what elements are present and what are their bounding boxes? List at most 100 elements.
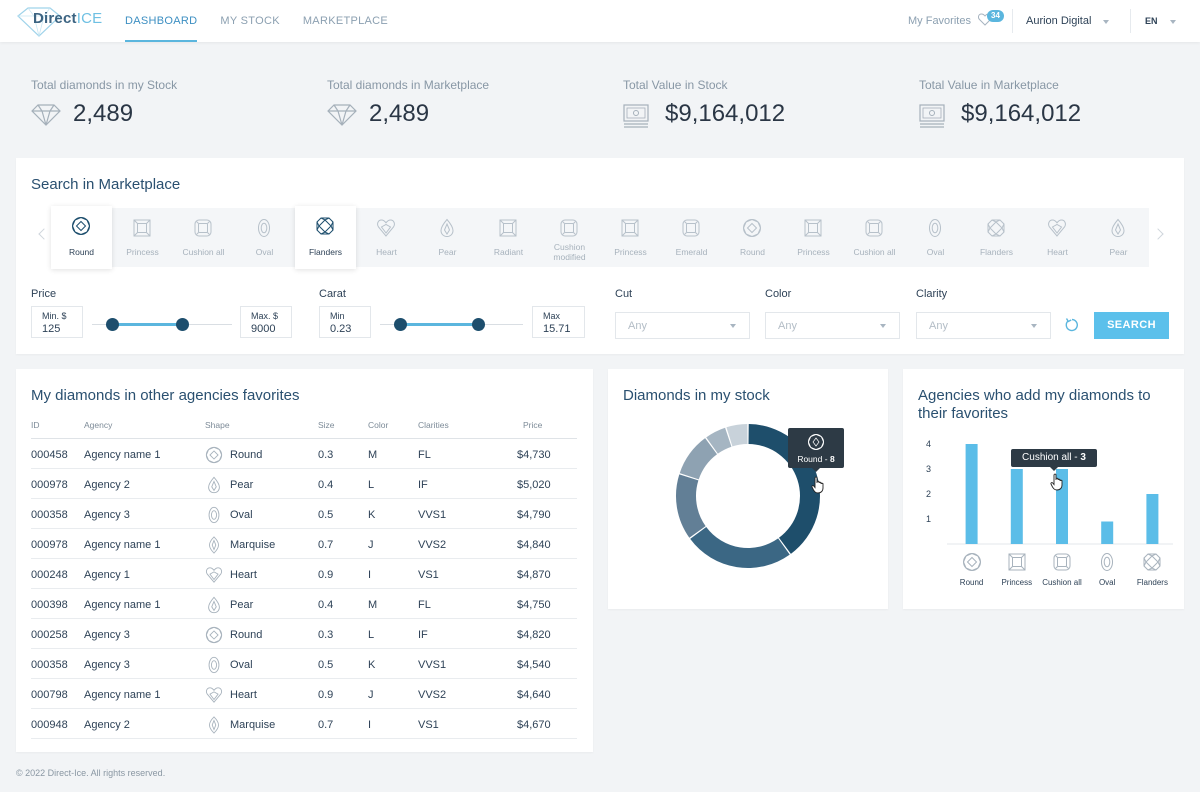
table-row[interactable]: 000798 Agency name 1 Heart 0.9 J VVS2 $4,640: [31, 679, 577, 709]
reset-icon[interactable]: [1064, 317, 1080, 333]
cell-agency: Agency name 1: [84, 689, 161, 701]
agencies-chart-title: Agencies who add my diamonds to their fa…: [918, 387, 1151, 423]
diamond-icon: [31, 104, 61, 126]
tooltip-pointer: [812, 468, 820, 472]
shape-option-cushion-all[interactable]: Cushion all: [844, 208, 905, 267]
shape-option-round[interactable]: Round: [722, 208, 783, 267]
carat-max-caption: Max: [543, 311, 561, 321]
shape-option-cushion-modified[interactable]: Cushion modified: [539, 208, 600, 267]
shape-option-label: Flanders: [979, 247, 1014, 257]
table-row[interactable]: 000358 Agency 3 Oval 0.5 K VVS1 $4,540: [31, 649, 577, 679]
bar[interactable]: [1146, 494, 1159, 544]
carat-slider-min-handle[interactable]: [394, 318, 407, 331]
shape-option-oval[interactable]: Oval: [234, 208, 295, 267]
account-selector[interactable]: Aurion Digital: [1026, 15, 1092, 27]
shape-option-heart[interactable]: Heart: [356, 208, 417, 267]
nav-dashboard[interactable]: DASHBOARD: [125, 0, 198, 42]
price-max-input[interactable]: Max. $ 9000: [240, 306, 292, 338]
table-row[interactable]: 000398 Agency name 1 Pear 0.4 M FL $4,750: [31, 589, 577, 619]
cell-size: 0.5: [318, 509, 334, 521]
search-button[interactable]: SEARCH: [1094, 312, 1169, 339]
col-clarities[interactable]: Clarities: [418, 420, 449, 430]
col-color[interactable]: Color: [368, 420, 389, 430]
cut-select[interactable]: Any: [615, 312, 750, 339]
chevron-down-icon[interactable]: [1103, 20, 1109, 24]
shape-option-flanders[interactable]: Flanders: [966, 208, 1027, 267]
cell-size: 0.7: [318, 719, 334, 731]
price-slider-min-handle[interactable]: [106, 318, 119, 331]
carat-max-input[interactable]: Max 15.71: [532, 306, 585, 338]
cell-agency: Agency name 1: [84, 599, 161, 611]
col-id[interactable]: ID: [31, 420, 40, 430]
price-min-value: 125: [42, 323, 61, 335]
price-min-input[interactable]: Min. $ 125: [31, 306, 83, 338]
table-row[interactable]: 000258 Agency 3 Round 0.3 L IF $4,820: [31, 619, 577, 649]
price-max-value: 9000: [251, 323, 276, 335]
shape-option-round[interactable]: Round: [51, 206, 112, 269]
nav-my-stock[interactable]: MY STOCK: [220, 15, 280, 27]
col-price[interactable]: Price: [523, 420, 543, 430]
cell-agency: Agency name 1: [84, 539, 161, 551]
carat-max-value: 15.71: [543, 323, 571, 335]
favorites-count-badge: 34: [987, 10, 1004, 22]
table-header-divider: [31, 438, 577, 439]
shapes-prev-arrow[interactable]: [38, 228, 50, 240]
bar[interactable]: [1101, 521, 1114, 545]
princess-shape-icon: [133, 219, 151, 237]
col-shape[interactable]: Shape: [205, 420, 230, 430]
shape-option-heart[interactable]: Heart: [1027, 208, 1088, 267]
cell-size: 0.3: [318, 629, 334, 641]
donut-slice[interactable]: [690, 526, 790, 568]
shape-option-princess[interactable]: Princess: [600, 208, 661, 267]
chevron-down-icon[interactable]: [1170, 20, 1176, 24]
donut-tooltip: Round - 8: [788, 428, 844, 472]
table-row[interactable]: 000978 Agency name 1 Marquise 0.7 J VVS2 $4,84…: [31, 529, 577, 559]
shape-option-label: Heart: [376, 247, 397, 257]
table-row[interactable]: 000248 Agency 1 Heart 0.9 I VS1 $4,870: [31, 559, 577, 589]
donut-slice[interactable]: [676, 474, 706, 538]
y-tick-label: 2: [926, 489, 932, 499]
donut-slice[interactable]: [679, 438, 718, 480]
x-tick-label: Round: [959, 578, 984, 587]
nav-marketplace[interactable]: MARKETPLACE: [302, 15, 389, 27]
carat-min-input[interactable]: Min 0.23: [319, 306, 371, 338]
search-panel: Search in Marketplace Round Princess Cushi…: [16, 158, 1184, 354]
cell-id: 000978: [31, 479, 68, 491]
logo[interactable]: DirectICE: [16, 4, 106, 38]
donut-slice[interactable]: [726, 424, 748, 447]
shape-option-radiant[interactable]: Radiant: [478, 208, 539, 267]
cell-color: J: [368, 539, 374, 551]
color-select[interactable]: Any: [765, 312, 900, 339]
col-agency[interactable]: Agency: [84, 420, 113, 430]
shape-option-flanders[interactable]: Flanders: [295, 206, 356, 269]
x-category-icon: [1007, 552, 1027, 577]
shape-option-princess[interactable]: Princess: [783, 208, 844, 267]
clarity-select[interactable]: Any: [916, 312, 1051, 339]
diamond-icon: [327, 104, 357, 126]
cell-id: 000248: [31, 569, 68, 581]
donut-slice[interactable]: [706, 427, 732, 454]
cell-price: $4,750: [517, 599, 551, 611]
shape-option-cushion-all[interactable]: Cushion all: [173, 208, 234, 267]
shape-option-emerald[interactable]: Emerald: [661, 208, 722, 267]
shapes-next-arrow[interactable]: [1152, 228, 1164, 240]
shape-option-oval[interactable]: Oval: [905, 208, 966, 267]
price-slider-max-handle[interactable]: [176, 318, 189, 331]
table-row[interactable]: 000358 Agency 3 Oval 0.5 K VVS1 $4,790: [31, 499, 577, 529]
carat-slider-max-handle[interactable]: [472, 318, 485, 331]
bar[interactable]: [1010, 469, 1023, 544]
table-row[interactable]: 000458 Agency name 1 Round 0.3 M FL $4,730: [31, 439, 577, 469]
bar[interactable]: [965, 444, 978, 544]
col-size[interactable]: Size: [318, 420, 335, 430]
table-row[interactable]: 000978 Agency 2 Pear 0.4 L IF $5,020: [31, 469, 577, 499]
shape-option-princess[interactable]: Princess: [112, 208, 173, 267]
table-row[interactable]: 000948 Agency 2 Marquise 0.7 I VS1 $4,670: [31, 709, 577, 739]
language-selector[interactable]: EN: [1145, 16, 1158, 26]
shape-option-pear[interactable]: Pear: [417, 208, 478, 267]
shape-option-pear[interactable]: Pear: [1088, 208, 1149, 267]
agencies-chart-panel: Agencies who add my diamonds to their fa…: [903, 369, 1184, 609]
top-header: DirectICE DASHBOARD MY STOCK MARKETPLACE…: [0, 0, 1200, 42]
heart-shape-icon: [1048, 219, 1066, 237]
my-favorites-link[interactable]: My Favorites: [908, 15, 971, 27]
carat-label: Carat: [319, 288, 346, 300]
